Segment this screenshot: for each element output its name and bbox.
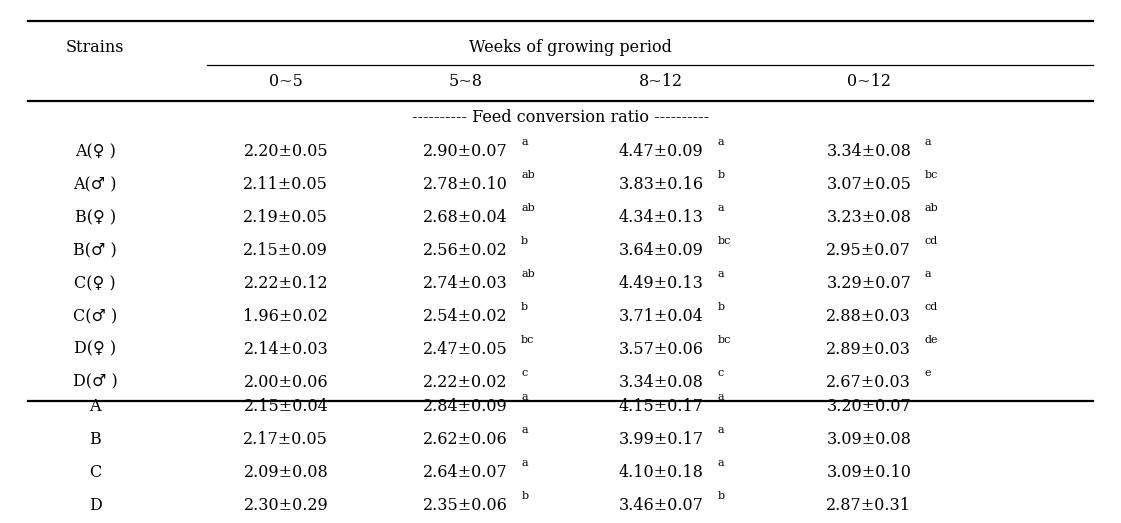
Text: a: a [521, 392, 528, 402]
Text: D(♀ ): D(♀ ) [74, 341, 117, 358]
Text: b: b [521, 236, 528, 246]
Text: 2.14±0.03: 2.14±0.03 [243, 341, 328, 358]
Text: 2.78±0.10: 2.78±0.10 [423, 176, 508, 193]
Text: b: b [717, 302, 724, 312]
Text: 2.17±0.05: 2.17±0.05 [243, 431, 328, 448]
Text: bc: bc [717, 236, 731, 246]
Text: A: A [90, 398, 101, 415]
Text: 5~8: 5~8 [448, 73, 482, 89]
Text: 4.47±0.09: 4.47±0.09 [619, 143, 704, 160]
Text: Strains: Strains [66, 39, 124, 55]
Text: ab: ab [521, 203, 535, 213]
Text: 3.09±0.08: 3.09±0.08 [826, 431, 911, 448]
Text: b: b [717, 491, 724, 501]
Text: bc: bc [717, 335, 731, 345]
Text: 2.54±0.02: 2.54±0.02 [423, 308, 508, 325]
Text: 2.84±0.09: 2.84±0.09 [423, 398, 508, 415]
Text: 3.99±0.17: 3.99±0.17 [619, 431, 704, 448]
Text: C(♂ ): C(♂ ) [73, 308, 118, 325]
Text: D: D [89, 497, 102, 514]
Text: b: b [717, 170, 724, 180]
Text: 2.67±0.03: 2.67±0.03 [826, 374, 911, 391]
Text: a: a [521, 425, 528, 435]
Text: a: a [717, 269, 724, 279]
Text: 2.90±0.07: 2.90±0.07 [423, 143, 508, 160]
Text: a: a [717, 425, 724, 435]
Text: 2.47±0.05: 2.47±0.05 [423, 341, 508, 358]
Text: B(♂ ): B(♂ ) [73, 242, 118, 259]
Text: 2.22±0.12: 2.22±0.12 [243, 275, 328, 292]
Text: a: a [717, 458, 724, 468]
Text: 4.15±0.17: 4.15±0.17 [619, 398, 704, 415]
Text: b: b [521, 491, 528, 501]
Text: b: b [521, 302, 528, 312]
Text: 3.34±0.08: 3.34±0.08 [619, 374, 704, 391]
Text: 2.68±0.04: 2.68±0.04 [423, 209, 508, 226]
Text: 3.07±0.05: 3.07±0.05 [826, 176, 911, 193]
Text: 2.89±0.03: 2.89±0.03 [826, 341, 911, 358]
Text: 2.00±0.06: 2.00±0.06 [243, 374, 328, 391]
Text: B(♀ ): B(♀ ) [75, 209, 115, 226]
Text: C(♀ ): C(♀ ) [74, 275, 117, 292]
Text: a: a [521, 458, 528, 468]
Text: 2.95±0.07: 2.95±0.07 [826, 242, 911, 259]
Text: 0~5: 0~5 [269, 73, 303, 89]
Text: ab: ab [521, 170, 535, 180]
Text: a: a [717, 392, 724, 402]
Text: 2.74±0.03: 2.74±0.03 [423, 275, 508, 292]
Text: 1.96±0.02: 1.96±0.02 [243, 308, 328, 325]
Text: 2.19±0.05: 2.19±0.05 [243, 209, 328, 226]
Text: 3.34±0.08: 3.34±0.08 [826, 143, 911, 160]
Text: 2.62±0.06: 2.62±0.06 [423, 431, 508, 448]
Text: 3.09±0.10: 3.09±0.10 [826, 464, 911, 481]
Text: bc: bc [521, 335, 535, 345]
Text: a: a [717, 203, 724, 213]
Text: 0~12: 0~12 [846, 73, 891, 89]
Text: c: c [521, 368, 527, 378]
Text: ab: ab [521, 269, 535, 279]
Text: ---------- Feed conversion ratio ----------: ---------- Feed conversion ratio -------… [411, 109, 710, 126]
Text: 3.20±0.07: 3.20±0.07 [826, 398, 911, 415]
Text: 2.87±0.31: 2.87±0.31 [826, 497, 911, 514]
Text: a: a [925, 137, 932, 147]
Text: A(♀ ): A(♀ ) [75, 143, 115, 160]
Text: 3.71±0.04: 3.71±0.04 [619, 308, 704, 325]
Text: 2.30±0.29: 2.30±0.29 [243, 497, 328, 514]
Text: 2.11±0.05: 2.11±0.05 [243, 176, 328, 193]
Text: 3.64±0.09: 3.64±0.09 [619, 242, 704, 259]
Text: 2.09±0.08: 2.09±0.08 [243, 464, 328, 481]
Text: 4.34±0.13: 4.34±0.13 [619, 209, 704, 226]
Text: 4.10±0.18: 4.10±0.18 [619, 464, 704, 481]
Text: 2.20±0.05: 2.20±0.05 [243, 143, 328, 160]
Text: B: B [90, 431, 101, 448]
Text: cd: cd [925, 236, 938, 246]
Text: bc: bc [925, 170, 938, 180]
Text: de: de [925, 335, 938, 345]
Text: C: C [90, 464, 101, 481]
Text: a: a [521, 137, 528, 147]
Text: A(♂ ): A(♂ ) [74, 176, 117, 193]
Text: cd: cd [925, 302, 938, 312]
Text: 2.64±0.07: 2.64±0.07 [423, 464, 508, 481]
Text: 2.35±0.06: 2.35±0.06 [423, 497, 508, 514]
Text: 3.83±0.16: 3.83±0.16 [619, 176, 704, 193]
Text: 2.22±0.02: 2.22±0.02 [423, 374, 508, 391]
Text: c: c [717, 368, 724, 378]
Text: ab: ab [925, 203, 938, 213]
Text: 4.49±0.13: 4.49±0.13 [619, 275, 704, 292]
Text: e: e [925, 368, 932, 378]
Text: 3.29±0.07: 3.29±0.07 [826, 275, 911, 292]
Text: 3.57±0.06: 3.57±0.06 [619, 341, 704, 358]
Text: 3.46±0.07: 3.46±0.07 [619, 497, 704, 514]
Text: 3.23±0.08: 3.23±0.08 [826, 209, 911, 226]
Text: 8~12: 8~12 [639, 73, 684, 89]
Text: a: a [717, 137, 724, 147]
Text: 2.56±0.02: 2.56±0.02 [423, 242, 508, 259]
Text: 2.88±0.03: 2.88±0.03 [826, 308, 911, 325]
Text: D(♂ ): D(♂ ) [73, 374, 118, 391]
Text: 2.15±0.09: 2.15±0.09 [243, 242, 328, 259]
Text: a: a [925, 269, 932, 279]
Text: 2.15±0.04: 2.15±0.04 [243, 398, 328, 415]
Text: Weeks of growing period: Weeks of growing period [469, 39, 671, 55]
